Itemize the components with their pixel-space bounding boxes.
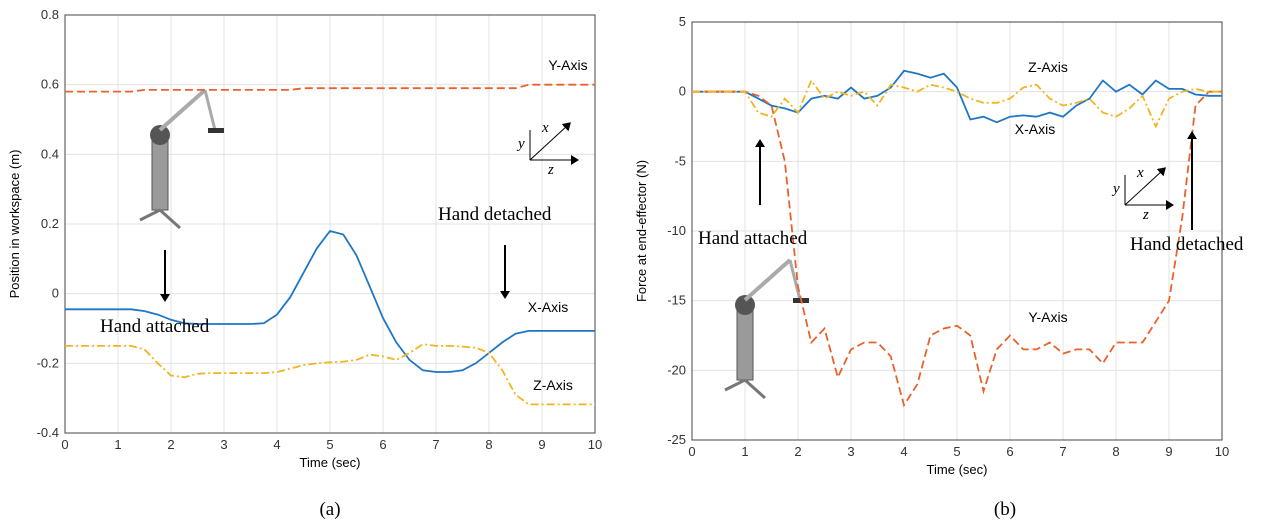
series-line bbox=[65, 229, 595, 373]
x-axis-label: Time (sec) bbox=[300, 455, 361, 470]
inset-label: z bbox=[1142, 207, 1149, 223]
x-tick-label: 8 bbox=[485, 437, 492, 452]
robot-illustration bbox=[139, 88, 224, 230]
inset-label: z bbox=[547, 162, 554, 178]
annotation: Hand detached bbox=[1130, 234, 1244, 255]
x-tick-label: 8 bbox=[1112, 444, 1119, 459]
series-line bbox=[692, 78, 1222, 129]
x-axis-label: Time (sec) bbox=[927, 462, 988, 477]
x-tick-label: 2 bbox=[167, 437, 174, 452]
robot-joint bbox=[735, 295, 755, 315]
series-line bbox=[65, 83, 595, 93]
y-tick-label: 5 bbox=[679, 14, 686, 29]
series-label: X-Axis bbox=[528, 299, 568, 315]
y-tick-label: 0 bbox=[52, 286, 59, 301]
robot-gripper bbox=[208, 128, 224, 133]
inset-label: y bbox=[516, 136, 525, 152]
x-tick-label: 9 bbox=[538, 437, 545, 452]
inset-label: y bbox=[1111, 181, 1120, 197]
inset-axis bbox=[1124, 167, 1166, 206]
x-tick-label: 5 bbox=[326, 437, 333, 452]
annotation: Hand attached bbox=[100, 316, 210, 337]
robot-arm bbox=[743, 258, 792, 302]
series-line bbox=[692, 69, 1222, 124]
x-tick-label: 3 bbox=[847, 444, 854, 459]
x-tick-label: 5 bbox=[953, 444, 960, 459]
y-tick-label: 0 bbox=[679, 84, 686, 99]
robot-arm bbox=[203, 89, 217, 131]
y-tick-label: -10 bbox=[667, 223, 686, 238]
x-tick-label: 6 bbox=[1006, 444, 1013, 459]
series-line bbox=[65, 343, 595, 406]
y-tick-label: -20 bbox=[667, 362, 686, 377]
annotation: Hand attached bbox=[698, 228, 808, 249]
robot-column bbox=[151, 139, 169, 211]
series-label: Y-Axis bbox=[548, 57, 587, 73]
x-tick-label: 0 bbox=[61, 437, 68, 452]
x-tick-label: 7 bbox=[432, 437, 439, 452]
x-tick-label: 9 bbox=[1165, 444, 1172, 459]
caption: (a) bbox=[319, 499, 340, 520]
x-tick-label: 4 bbox=[900, 444, 907, 459]
robot-column bbox=[736, 309, 754, 381]
robot-leg bbox=[743, 378, 767, 400]
inset-label: x bbox=[1136, 165, 1144, 181]
y-tick-label: -5 bbox=[674, 153, 686, 168]
robot-joint bbox=[150, 125, 170, 145]
y-tick-label: 0.6 bbox=[41, 77, 59, 92]
robot-leg bbox=[139, 208, 161, 222]
robot-leg bbox=[724, 378, 746, 392]
series-label: Y-Axis bbox=[1028, 309, 1067, 325]
robot-leg bbox=[158, 208, 182, 230]
y-axis-label: Force at end-effector (N) bbox=[634, 160, 649, 302]
series-label: X-Axis bbox=[1015, 121, 1055, 137]
x-tick-label: 7 bbox=[1059, 444, 1066, 459]
x-tick-label: 10 bbox=[588, 437, 602, 452]
x-tick-label: 10 bbox=[1215, 444, 1229, 459]
series-line bbox=[692, 90, 1222, 408]
x-tick-label: 4 bbox=[273, 437, 280, 452]
robot-arm bbox=[158, 88, 207, 132]
y-tick-label: 0.8 bbox=[41, 7, 59, 22]
series-label: Z-Axis bbox=[533, 377, 573, 393]
x-tick-label: 1 bbox=[741, 444, 748, 459]
x-tick-label: 0 bbox=[688, 444, 695, 459]
robot-arm bbox=[788, 259, 802, 301]
x-tick-label: 2 bbox=[794, 444, 801, 459]
inset-axis bbox=[529, 122, 571, 161]
x-tick-label: 6 bbox=[379, 437, 386, 452]
y-tick-label: 0.4 bbox=[41, 146, 59, 161]
caption: (b) bbox=[994, 499, 1016, 520]
annotation: Hand detached bbox=[438, 204, 552, 225]
y-tick-label: 0.2 bbox=[41, 216, 59, 231]
y-axis-label: Position in workspace (m) bbox=[7, 150, 22, 299]
axes-frame bbox=[64, 14, 596, 434]
y-tick-label: -15 bbox=[667, 293, 686, 308]
inset-label: x bbox=[541, 120, 549, 136]
axes-frame bbox=[691, 21, 1223, 441]
y-tick-label: -0.2 bbox=[37, 355, 59, 370]
y-tick-label: -25 bbox=[667, 432, 686, 447]
x-tick-label: 1 bbox=[114, 437, 121, 452]
y-tick-label: -0.4 bbox=[37, 425, 59, 440]
x-tick-label: 3 bbox=[220, 437, 227, 452]
robot-illustration bbox=[724, 258, 809, 400]
series-label: Z-Axis bbox=[1028, 59, 1068, 75]
